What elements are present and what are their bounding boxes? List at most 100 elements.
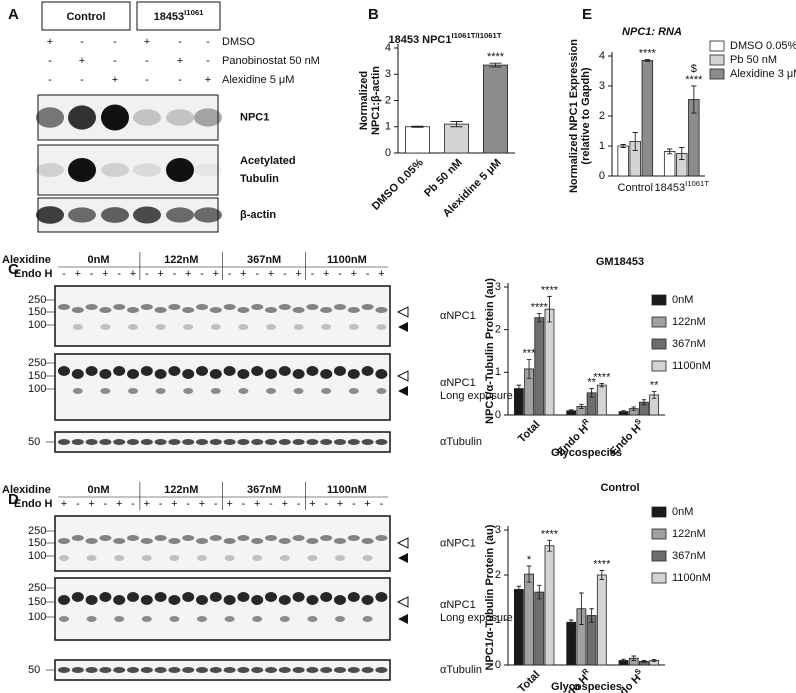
band bbox=[335, 555, 345, 561]
band bbox=[114, 555, 125, 561]
x-tick-label-main: DMSO 0.05% bbox=[370, 157, 426, 213]
error-bar bbox=[537, 313, 542, 323]
band bbox=[266, 388, 276, 394]
endo-sign: + bbox=[364, 498, 370, 510]
dose-label: 0nM bbox=[88, 484, 110, 496]
band bbox=[278, 439, 291, 445]
band bbox=[376, 388, 387, 394]
error-bar bbox=[547, 539, 552, 552]
endo-sign: - bbox=[159, 498, 163, 510]
endo-sign: + bbox=[337, 498, 343, 510]
band bbox=[307, 616, 318, 622]
x-tick-label-main: Control bbox=[618, 182, 653, 194]
endo-sign: - bbox=[131, 498, 135, 510]
error-bar bbox=[589, 608, 594, 623]
treatment-sign: + bbox=[177, 55, 183, 67]
endo-sign: + bbox=[254, 498, 260, 510]
band bbox=[306, 304, 319, 310]
chart-title: 18453 NPC1I1061T/I1061T bbox=[388, 31, 501, 46]
arrow-open bbox=[396, 537, 409, 549]
endo-sign: - bbox=[214, 498, 218, 510]
band bbox=[59, 555, 69, 561]
band bbox=[154, 535, 167, 541]
panel-letter: C bbox=[8, 261, 19, 278]
blot-sublabel: Long exposure bbox=[440, 612, 513, 624]
band bbox=[334, 667, 346, 673]
band bbox=[99, 307, 112, 313]
blot-label: αTubulin bbox=[440, 436, 482, 448]
band bbox=[101, 104, 129, 131]
y-tick-label: 4 bbox=[599, 50, 605, 62]
treatment-sign: - bbox=[113, 55, 117, 67]
endo-sign: - bbox=[62, 268, 66, 280]
band bbox=[361, 595, 374, 605]
band bbox=[68, 158, 96, 182]
band bbox=[58, 538, 70, 544]
band bbox=[113, 304, 126, 310]
endo-sign: + bbox=[351, 268, 357, 280]
dose-label: 1100nM bbox=[327, 254, 367, 266]
endo-sign: - bbox=[117, 268, 121, 280]
blot-label: αNPC1 bbox=[440, 310, 476, 322]
band bbox=[375, 439, 388, 445]
band bbox=[306, 667, 319, 673]
band bbox=[99, 535, 112, 541]
band bbox=[169, 616, 180, 622]
y-tick-label: 3 bbox=[385, 68, 391, 80]
error-bar bbox=[620, 144, 626, 148]
x-tick-label: Total bbox=[516, 419, 542, 445]
error-bar bbox=[450, 121, 463, 128]
blot-sublabel: Long exposure bbox=[440, 390, 513, 402]
treatment-name: Alexidine 5 μM bbox=[222, 74, 294, 86]
legend-swatch bbox=[651, 294, 667, 306]
band bbox=[375, 535, 388, 541]
band bbox=[140, 366, 153, 376]
endo-sign: - bbox=[380, 498, 384, 510]
blot bbox=[54, 353, 391, 421]
band bbox=[155, 388, 166, 394]
band bbox=[347, 667, 360, 673]
bar bbox=[524, 573, 534, 666]
band bbox=[36, 107, 64, 128]
y-axis-label: NPC1:β-actin bbox=[370, 66, 382, 135]
endo-sign: - bbox=[242, 498, 246, 510]
band bbox=[224, 555, 235, 561]
bar bbox=[513, 388, 524, 416]
band bbox=[224, 616, 235, 622]
band bbox=[334, 366, 346, 376]
band bbox=[113, 667, 126, 673]
endo-sign: + bbox=[157, 268, 163, 280]
mw-marker: 100 bbox=[28, 550, 46, 562]
band bbox=[154, 439, 167, 445]
x-tick-label: 18453I1061T bbox=[654, 179, 709, 194]
treatment-sign: + bbox=[205, 74, 211, 86]
band bbox=[361, 538, 374, 544]
band bbox=[361, 366, 374, 376]
dose-label: 122nM bbox=[164, 484, 198, 496]
band bbox=[133, 206, 161, 224]
y-tick-label: 2 bbox=[385, 94, 391, 106]
band bbox=[348, 388, 359, 394]
band bbox=[347, 307, 360, 313]
legend-swatch bbox=[709, 68, 725, 80]
band bbox=[141, 616, 152, 622]
band bbox=[292, 307, 305, 313]
arrow-filled bbox=[398, 553, 408, 563]
treatment-name: Panobinostat 50 nM bbox=[222, 55, 320, 67]
y-tick-label: 1 bbox=[599, 140, 605, 152]
significance-label: **** bbox=[531, 301, 549, 313]
band bbox=[182, 369, 195, 379]
significance-label: *** bbox=[523, 347, 537, 359]
band bbox=[348, 324, 359, 330]
chart-title-main: 18453 NPC1 bbox=[388, 34, 451, 46]
band bbox=[209, 592, 222, 602]
x-tick-label-main: 18453 bbox=[654, 182, 685, 194]
legend-label: 367nM bbox=[672, 550, 706, 562]
y-tick-label: 2 bbox=[495, 324, 501, 336]
band bbox=[335, 616, 345, 622]
band bbox=[196, 366, 208, 376]
mw-marker: 250 bbox=[28, 525, 46, 537]
band bbox=[140, 304, 153, 310]
group-box bbox=[136, 1, 221, 31]
